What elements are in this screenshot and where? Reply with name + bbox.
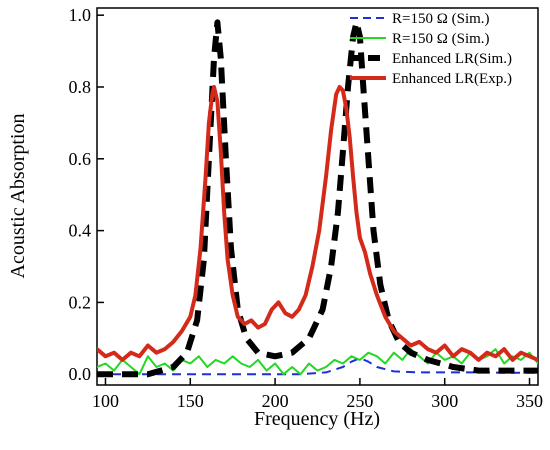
x-tick-label: 250 (346, 391, 373, 411)
y-axis-label: Acoustic Absorption (7, 114, 29, 279)
y-tick-label: 0.4 (69, 221, 92, 241)
legend-label-3: Enhanced LR(Sim.) (392, 51, 512, 67)
x-tick-label: 350 (516, 391, 543, 411)
legend-label-2: R=150 Ω (Sim.) (392, 31, 490, 47)
series-layer (97, 19, 538, 378)
series-line-4 (97, 85, 538, 362)
legend-label-4: Enhanced LR(Exp.) (392, 71, 512, 87)
x-tick-label: 200 (262, 391, 289, 411)
y-tick-label: 0.0 (69, 364, 92, 384)
series-line-2 (97, 348, 538, 376)
x-tick-label: 300 (431, 391, 458, 411)
y-tick-label: 0.2 (69, 292, 92, 312)
legend-label-1: R=150 Ω (Sim.) (392, 11, 490, 27)
y-tick-label: 0.8 (69, 77, 92, 97)
plot-frame (96, 7, 539, 386)
legend: R=150 Ω (Sim.) R=150 Ω (Sim.) Enhanced LR(… (350, 11, 512, 87)
series-line-1 (97, 357, 538, 376)
y-axis: 0.0 0.2 0.4 0.6 0.8 1.0 (69, 5, 104, 384)
x-axis-label: Frequency (Hz) (254, 408, 380, 430)
x-tick-label: 150 (177, 391, 204, 411)
y-tick-label: 1.0 (69, 5, 92, 25)
y-tick-label: 0.6 (69, 149, 92, 169)
x-axis: 100 150 200 250 300 350 (92, 378, 543, 411)
x-tick-label: 100 (92, 391, 119, 411)
